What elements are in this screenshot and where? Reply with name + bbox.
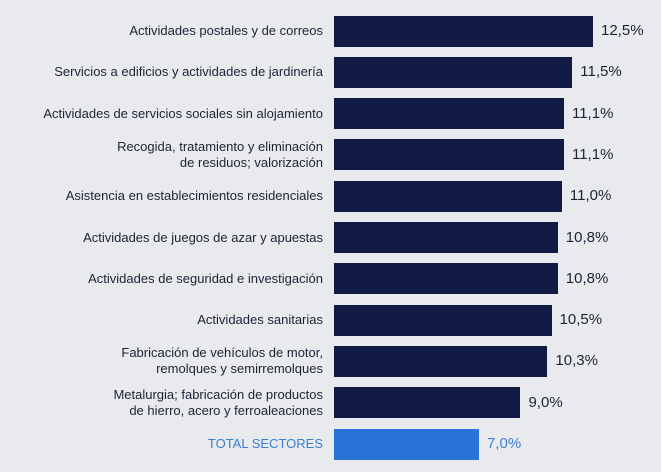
- category-label: TOTAL SECTORES: [208, 436, 323, 452]
- bar: [334, 345, 548, 377]
- bar: [334, 304, 552, 336]
- data-label: 11,1%: [571, 145, 614, 163]
- category-label: Servicios a edificios y actividades de j…: [54, 64, 323, 80]
- bar: [334, 139, 564, 171]
- data-label: 10,8%: [565, 228, 609, 246]
- category-label: Actividades de juegos de azar y apuestas: [83, 230, 323, 246]
- category-label: Actividades sanitarias: [197, 312, 323, 328]
- category-label: Metalurgia; fabricación de productos de h…: [113, 387, 323, 419]
- category-label-line: Actividades de juegos de azar y apuestas: [83, 229, 323, 245]
- category-label-line: Actividades postales y de correos: [129, 23, 323, 38]
- category-label: Actividades postales y de correos: [129, 23, 323, 39]
- bar: [334, 263, 558, 295]
- category-label-line: Asistencia en establecimientos residenci…: [65, 188, 323, 204]
- category-label-line: de residuos; valorización: [179, 154, 323, 170]
- category-label-line: Actividades de seguridad e investigación: [88, 270, 323, 286]
- category-label-line: TOTAL SECTORES: [207, 436, 323, 451]
- category-label: Fabricación de vehículos de motor, remolq…: [121, 345, 323, 377]
- category-label-line: Fabricación de vehículos de motor,: [121, 345, 323, 361]
- bar: [334, 180, 562, 212]
- category-label-line: de hierro, acero y ferroaleaciones: [129, 402, 323, 418]
- category-label-line: Metalurgia; fabricación de productos: [113, 386, 323, 402]
- bar: [334, 98, 564, 130]
- category-label-line: Actividades sanitarias: [197, 312, 323, 328]
- data-label: 11,0%: [569, 187, 612, 205]
- data-label: 10,8%: [565, 269, 609, 287]
- bar: [334, 15, 593, 47]
- category-label-line: Servicios a edificios y actividades de j…: [54, 64, 323, 80]
- data-label: 7,0%: [487, 435, 522, 452]
- bar: [334, 222, 558, 253]
- bar: [334, 428, 480, 460]
- category-label: Asistencia en establecimientos residenci…: [66, 188, 323, 204]
- bar: [334, 56, 573, 88]
- category-label: Actividades de servicios sociales sin al…: [43, 106, 323, 122]
- category-label-line: Recogida, tratamiento y eliminación: [117, 138, 323, 154]
- data-label: 12,5%: [601, 22, 644, 39]
- category-label: Actividades de seguridad e investigación: [88, 271, 323, 287]
- data-label: 11,5%: [580, 63, 622, 81]
- bar: [334, 387, 521, 419]
- data-label: 11,1%: [571, 104, 614, 122]
- data-label: 10,3%: [555, 352, 598, 370]
- category-label-line: Actividades de servicios sociales sin al…: [43, 105, 323, 121]
- data-label: 9,0%: [528, 393, 563, 411]
- category-label: Recogida, tratamiento y eliminación de re…: [117, 139, 323, 171]
- category-label-line: remolques y semirremolques: [156, 361, 323, 377]
- data-label: 10,5%: [559, 311, 603, 329]
